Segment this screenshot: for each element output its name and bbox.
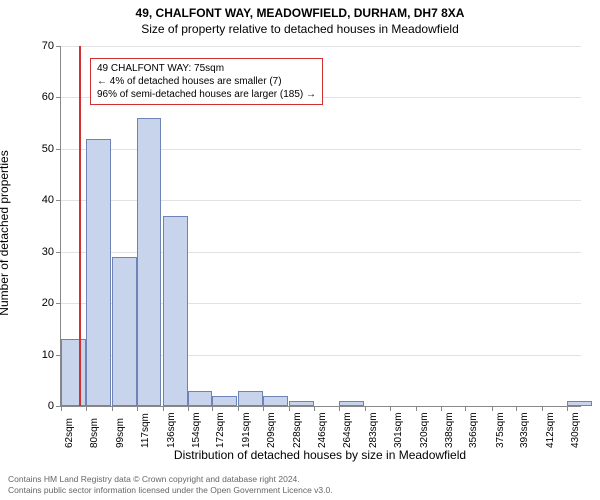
histogram-bar: [238, 391, 263, 406]
footer-line2: Contains public sector information licen…: [8, 485, 592, 496]
y-tick-mark: [56, 97, 61, 98]
x-tick-label: 209sqm: [266, 412, 277, 448]
x-tick-label: 117sqm: [140, 413, 151, 448]
x-tick-label: 191sqm: [241, 412, 252, 448]
y-tick-label: 60: [14, 91, 54, 103]
y-tick-mark: [56, 406, 61, 407]
property-info-box: 49 CHALFONT WAY: 75sqm ← 4% of detached …: [90, 58, 323, 105]
x-tick-mark: [567, 406, 568, 411]
y-tick-label: 0: [14, 400, 54, 412]
histogram-bar: [567, 401, 592, 406]
infobox-line1: 49 CHALFONT WAY: 75sqm: [97, 62, 316, 75]
gridline: [61, 46, 581, 47]
x-tick-label: 283sqm: [368, 412, 379, 448]
x-tick-label: 99sqm: [115, 418, 126, 448]
y-tick-mark: [56, 252, 61, 253]
x-tick-label: 246sqm: [317, 412, 328, 448]
histogram-bar: [212, 396, 237, 406]
y-tick-label: 20: [14, 297, 54, 309]
x-tick-label: 430sqm: [570, 412, 581, 448]
x-tick-label: 62sqm: [64, 418, 75, 448]
x-tick-label: 375sqm: [495, 412, 506, 448]
infobox-line3: 96% of semi-detached houses are larger (…: [97, 88, 316, 101]
x-tick-label: 172sqm: [215, 412, 226, 448]
histogram-bar: [61, 339, 86, 406]
x-tick-mark: [441, 406, 442, 411]
y-tick-mark: [56, 46, 61, 47]
x-tick-mark: [314, 406, 315, 411]
y-tick-mark: [56, 303, 61, 304]
x-tick-label: 228sqm: [292, 412, 303, 448]
x-tick-mark: [416, 406, 417, 411]
x-tick-mark: [542, 406, 543, 411]
attribution-footer: Contains HM Land Registry data © Crown c…: [8, 474, 592, 496]
x-tick-mark: [339, 406, 340, 411]
y-tick-label: 50: [14, 143, 54, 155]
x-tick-label: 301sqm: [393, 412, 404, 448]
x-tick-mark: [492, 406, 493, 411]
x-tick-mark: [263, 406, 264, 411]
x-tick-label: 136sqm: [166, 412, 177, 448]
footer-line1: Contains HM Land Registry data © Crown c…: [8, 474, 592, 485]
y-tick-mark: [56, 149, 61, 150]
histogram-bar: [137, 118, 162, 406]
x-tick-mark: [365, 406, 366, 411]
x-tick-mark: [212, 406, 213, 411]
x-tick-mark: [516, 406, 517, 411]
histogram-bar: [339, 401, 364, 406]
x-tick-mark: [112, 406, 113, 411]
histogram-bar: [163, 216, 188, 406]
x-tick-label: 320sqm: [419, 412, 430, 448]
histogram-bar: [263, 396, 288, 406]
histogram-bar: [289, 401, 314, 406]
x-tick-mark: [137, 406, 138, 411]
x-tick-mark: [61, 406, 62, 411]
y-tick-label: 70: [14, 40, 54, 52]
infobox-line2: ← 4% of detached houses are smaller (7): [97, 75, 316, 88]
x-tick-mark: [188, 406, 189, 411]
y-tick-label: 40: [14, 194, 54, 206]
x-tick-label: 338sqm: [444, 412, 455, 448]
x-tick-label: 264sqm: [342, 412, 353, 448]
y-tick-label: 10: [14, 349, 54, 361]
x-tick-mark: [163, 406, 164, 411]
x-tick-mark: [238, 406, 239, 411]
y-tick-label: 30: [14, 246, 54, 258]
x-tick-mark: [390, 406, 391, 411]
histogram-bar: [86, 139, 111, 406]
property-marker-line: [79, 46, 81, 406]
histogram-bar: [188, 391, 213, 406]
histogram-bar: [112, 257, 137, 406]
x-tick-mark: [86, 406, 87, 411]
chart-title-address: 49, CHALFONT WAY, MEADOWFIELD, DURHAM, D…: [0, 0, 600, 20]
x-tick-mark: [289, 406, 290, 411]
x-tick-label: 80sqm: [89, 418, 100, 448]
x-tick-mark: [465, 406, 466, 411]
chart-container: 49, CHALFONT WAY, MEADOWFIELD, DURHAM, D…: [0, 0, 600, 500]
x-tick-label: 393sqm: [519, 412, 530, 448]
y-axis-label: Number of detached properties: [0, 150, 11, 315]
x-axis-label: Distribution of detached houses by size …: [60, 448, 580, 462]
y-tick-mark: [56, 200, 61, 201]
x-tick-label: 412sqm: [545, 412, 556, 448]
x-tick-label: 154sqm: [191, 412, 202, 448]
x-tick-label: 356sqm: [468, 412, 479, 448]
chart-title-subtitle: Size of property relative to detached ho…: [0, 20, 600, 36]
